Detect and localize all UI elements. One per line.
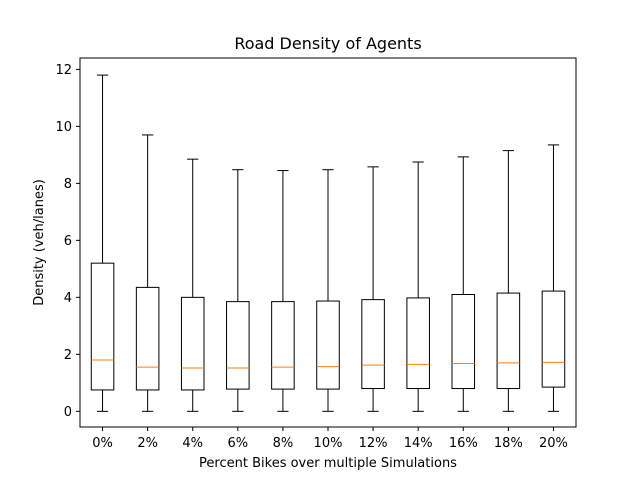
iqr-box — [226, 301, 250, 390]
chart-title: Road Density of Agents — [234, 34, 421, 53]
plot-frame — [79, 57, 577, 428]
iqr-box — [496, 292, 521, 390]
y-tick-label: 10 — [55, 120, 72, 135]
iqr-box — [135, 286, 160, 391]
y-tick-label: 12 — [55, 63, 72, 78]
x-tick-label: 16% — [449, 436, 478, 451]
x-axis-label: Percent Bikes over multiple Simulations — [199, 456, 457, 471]
y-tick-label: 8 — [64, 177, 72, 192]
iqr-box — [406, 297, 430, 390]
iqr-box — [180, 296, 205, 391]
x-tick-label: 18% — [494, 436, 523, 451]
x-tick-label: 0% — [92, 436, 113, 451]
y-tick-label: 2 — [64, 348, 72, 363]
x-tick-label: 20% — [539, 436, 568, 451]
x-tick-label: 14% — [404, 436, 433, 451]
plot-area: 0 2 4 6 8 10 12 0% 2% 4% 6% 8% 10% 12% 14% 16% 18% 20% — [55, 63, 567, 451]
y-axis-label: Density (veh/lanes) — [32, 179, 47, 306]
x-tick-label: 8% — [273, 436, 294, 451]
x-tick-label: 4% — [182, 436, 203, 451]
x-tick-label: 12% — [359, 436, 388, 451]
iqr-box — [271, 301, 295, 390]
y-tick-label: 0 — [64, 405, 72, 420]
y-tick-label: 4 — [64, 291, 72, 306]
iqr-box — [451, 294, 476, 390]
iqr-box — [361, 299, 385, 390]
y-tick-label: 6 — [64, 234, 72, 249]
x-tick-label: 6% — [228, 436, 249, 451]
iqr-box — [541, 290, 566, 388]
iqr-box — [316, 300, 340, 390]
x-tick-label: 10% — [314, 436, 343, 451]
x-tick-label: 2% — [137, 436, 158, 451]
iqr-box — [90, 262, 115, 391]
